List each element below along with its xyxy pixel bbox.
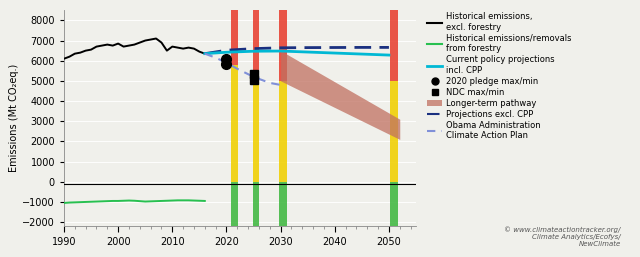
Bar (231, 182, 238, 226)
Bar (231, 65, 238, 182)
Bar (231, 10, 238, 65)
Bar (279, 182, 287, 226)
Y-axis label: Emissions (Mt CO₂eq.): Emissions (Mt CO₂eq.) (10, 64, 19, 172)
Bar (253, 182, 259, 226)
Bar (253, 10, 259, 77)
Bar (390, 10, 398, 81)
Text: © www.climateactiontracker.org/
Climate Analytics/Ecofys/
NewClimate: © www.climateactiontracker.org/ Climate … (504, 226, 621, 247)
Bar (390, 81, 398, 182)
Bar (253, 77, 259, 182)
Legend: Historical emissions,
excl. forestry, Historical emissions/removals
from forestr: Historical emissions, excl. forestry, Hi… (428, 12, 572, 141)
Bar (390, 182, 398, 226)
Bar (279, 81, 287, 182)
Bar (279, 10, 287, 81)
